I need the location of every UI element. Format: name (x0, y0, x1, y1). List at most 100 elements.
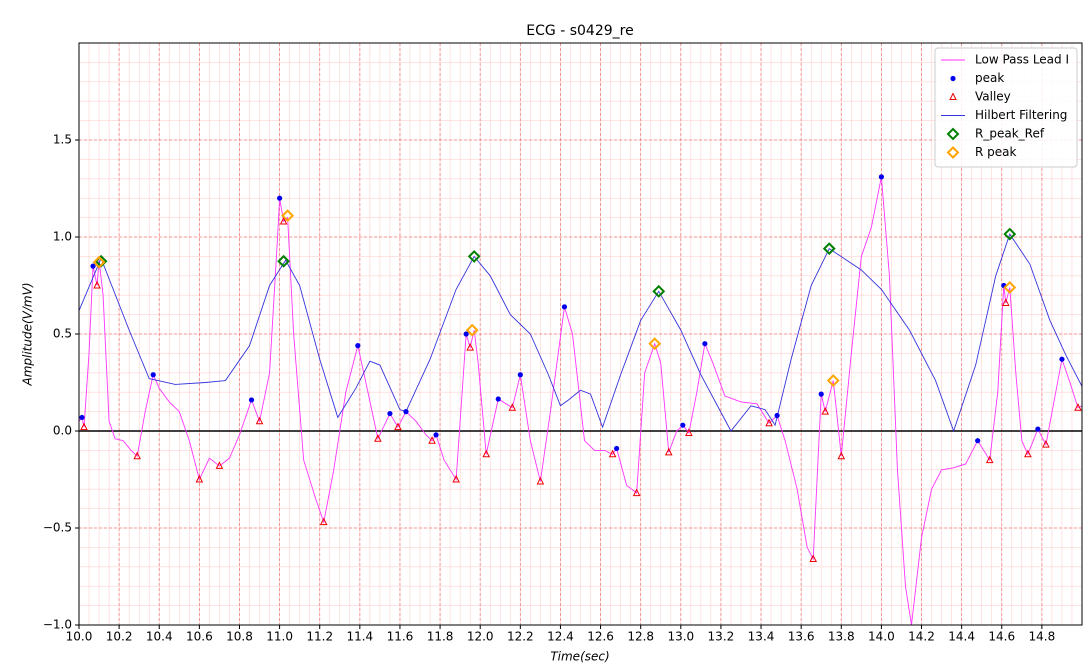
x-axis-label: Time(sec) (550, 650, 609, 664)
peak-marker (1035, 426, 1041, 432)
x-tick-label: 10.2 (106, 630, 133, 644)
diamond-marker (648, 337, 662, 351)
x-tick-label: 13.2 (708, 630, 735, 644)
valley-marker (949, 92, 957, 100)
valley-marker (809, 554, 818, 563)
peak-marker (818, 391, 824, 397)
x-tick-label: 12.8 (627, 630, 654, 644)
x-tick-label: 14.4 (948, 630, 975, 644)
peak-marker (248, 397, 255, 403)
valley-marker (821, 406, 830, 415)
peak-marker (150, 372, 156, 378)
valley-marker (664, 447, 673, 456)
y-tick-label: 0.0 (53, 424, 72, 438)
x-tick-label: 10.4 (146, 630, 173, 644)
valley-marker (508, 403, 517, 411)
diamond-marker (465, 323, 479, 337)
diamond-marker (822, 242, 836, 256)
y-tick-label: −0.5 (43, 521, 72, 535)
diamond-marker (1003, 281, 1017, 294)
valley-marker (80, 422, 88, 431)
x-tick-label: 13.6 (788, 630, 815, 644)
peak-marker (975, 438, 981, 444)
y-tick-label: 0.5 (53, 327, 72, 341)
peak-marker (702, 341, 708, 347)
valley-marker (374, 434, 382, 442)
valley-marker (195, 474, 204, 483)
diamond-marker (467, 249, 481, 263)
x-tick-label: 10.0 (66, 630, 93, 644)
y-tick-label: 1.0 (53, 230, 72, 244)
x-tick-label: 14.6 (988, 630, 1015, 644)
peak-marker (387, 410, 393, 417)
valley-marker (985, 455, 994, 464)
valley-marker (255, 416, 264, 425)
legend-box (934, 47, 1078, 168)
peak-marker (561, 304, 568, 310)
peak-marker (680, 422, 686, 428)
legend-label: Hilbert Filtering (975, 108, 1067, 122)
x-tick-label: 11.8 (427, 630, 454, 644)
x-tick-label: 14.0 (868, 630, 895, 644)
peak-marker (277, 195, 283, 201)
valley-marker (608, 449, 617, 458)
peak-marker (90, 263, 96, 269)
x-tick-label: 11.4 (346, 630, 373, 644)
x-tick-label: 12.0 (467, 630, 494, 644)
valley-marker (466, 342, 474, 351)
x-tick-label: 12.4 (547, 630, 574, 644)
x-tick-label: 11.0 (266, 630, 293, 644)
legend-label: Low Pass Lead I (975, 53, 1069, 67)
x-tick-label: 10.6 (186, 630, 213, 644)
valley-marker (1024, 449, 1032, 458)
peak-marker (79, 414, 85, 421)
peak-marker (614, 445, 620, 452)
x-tick-label: 11.2 (306, 630, 333, 644)
valley-marker (1074, 403, 1082, 411)
diamond-marker (946, 127, 960, 141)
y-axis-label: Amplitude(V/mV) (21, 282, 35, 386)
valley-marker (1042, 439, 1050, 448)
x-tick-label: 11.6 (387, 630, 414, 644)
valley-marker (394, 422, 402, 431)
legend-label: R_peak_Ref (975, 127, 1045, 141)
legend-label: R peak (975, 145, 1017, 159)
valley-marker (428, 436, 436, 444)
legend: Low Pass Lead I peak Valley Hilbert Filteri… (934, 47, 1078, 168)
diamond-marker (652, 284, 666, 298)
peak-marker (495, 396, 501, 402)
peak-marker (950, 75, 956, 82)
diamond-marker (92, 255, 106, 269)
valley-marker (319, 517, 328, 526)
valley-marker (837, 451, 846, 460)
peak-marker (774, 412, 780, 419)
diamond-marker (281, 209, 295, 223)
diamond-marker (826, 374, 840, 387)
x-tick-label: 13.8 (828, 630, 855, 644)
valley-marker (215, 461, 224, 469)
grid (78, 42, 1083, 626)
x-tick-label: 13.0 (667, 630, 694, 644)
valley-marker (482, 449, 491, 458)
diamond-marker (277, 254, 291, 268)
diamond-marker (1003, 227, 1017, 241)
peak-marker (433, 432, 439, 438)
x-tick-label: 13.4 (748, 630, 775, 644)
x-tick-label: 10.8 (226, 630, 253, 644)
valley-marker (685, 428, 693, 436)
peak-marker (878, 174, 885, 180)
x-tick-label: 12.6 (587, 630, 614, 644)
x-tick-label: 14.2 (908, 630, 935, 644)
valley-marker (765, 418, 773, 427)
peak-marker (517, 372, 523, 378)
peak-marker (403, 409, 409, 415)
peak-marker (355, 343, 361, 349)
valley-marker (279, 216, 288, 225)
chart-title: ECG - s0429_re (526, 23, 633, 39)
peak-marker (1059, 356, 1065, 362)
legend-label: peak (975, 71, 1004, 85)
valley-marker (93, 280, 101, 289)
peak-marker (463, 331, 469, 337)
valley-marker (452, 474, 460, 483)
x-tick-label: 12.2 (507, 630, 534, 644)
